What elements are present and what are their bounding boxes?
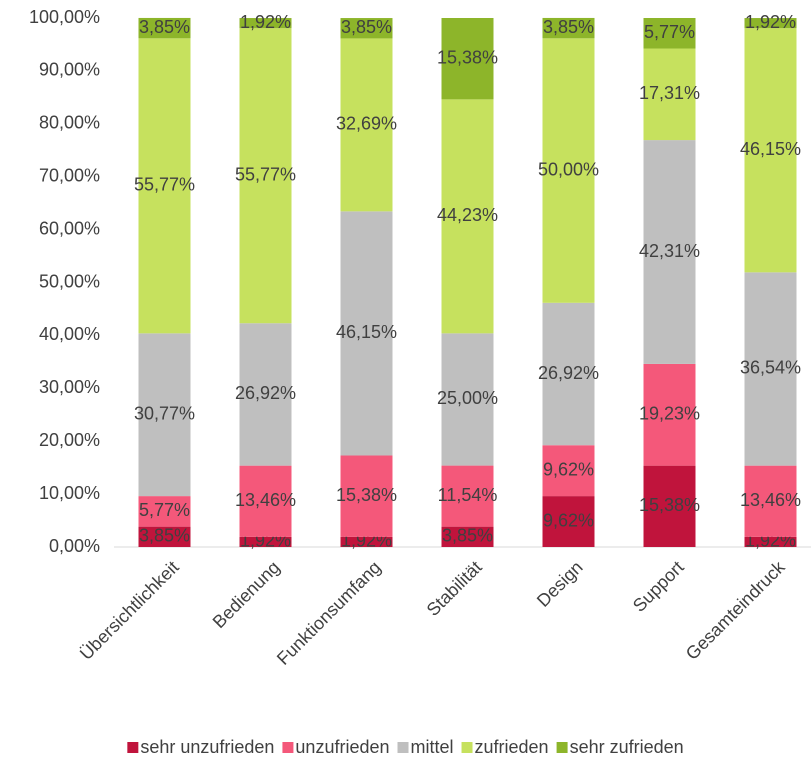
- x-tick-label: Bedienung: [209, 557, 284, 632]
- data-label: 9,62%: [543, 510, 594, 530]
- y-tick-label: 80,00%: [39, 113, 100, 133]
- y-tick-label: 100,00%: [29, 7, 100, 27]
- data-label: 15,38%: [639, 495, 700, 515]
- x-tick-label: Support: [629, 557, 688, 616]
- data-label: 15,38%: [437, 47, 498, 67]
- bar-segment: [441, 465, 494, 527]
- data-label: 25,00%: [437, 388, 498, 408]
- data-label: 46,15%: [740, 139, 801, 159]
- y-tick-label: 90,00%: [39, 60, 100, 80]
- data-label: 15,38%: [336, 485, 397, 505]
- data-label: 26,92%: [235, 383, 296, 403]
- data-label: 26,92%: [538, 363, 599, 383]
- bar-segment: [542, 496, 595, 547]
- x-tick-label: Design: [533, 557, 587, 611]
- bar-segment: [239, 28, 292, 324]
- bar-segment: [542, 17, 595, 39]
- data-label: 13,46%: [740, 490, 801, 510]
- bar-segment: [441, 18, 494, 100]
- bar-segment: [744, 18, 797, 29]
- bar-segment: [744, 465, 797, 537]
- bar-segment: [643, 465, 696, 547]
- data-label: 13,46%: [235, 490, 296, 510]
- data-label: 3,85%: [139, 17, 190, 37]
- data-label: 55,77%: [134, 175, 195, 195]
- legend-swatch: [461, 742, 473, 753]
- data-label: 44,23%: [437, 205, 498, 225]
- y-tick-label: 40,00%: [39, 324, 100, 344]
- legend-swatch: [127, 742, 139, 753]
- legend-label: sehr zufrieden: [570, 737, 684, 757]
- legend-swatch: [282, 742, 294, 753]
- data-label: 19,23%: [639, 404, 700, 424]
- legend-swatch: [556, 742, 568, 753]
- x-tick-label: Gesamteindruck: [682, 556, 790, 664]
- data-label: 11,54%: [438, 485, 498, 505]
- bar-segment: [138, 17, 191, 39]
- legend-label: zufrieden: [475, 737, 549, 757]
- bar-segment: [340, 455, 393, 537]
- data-label: 50,00%: [538, 159, 599, 179]
- bar-segment: [441, 99, 494, 334]
- y-tick-label: 20,00%: [39, 430, 100, 450]
- data-label: 5,77%: [644, 22, 695, 42]
- bar-segment: [542, 302, 595, 446]
- legend-label: mittel: [411, 737, 454, 757]
- x-tick-label: Stabilität: [423, 557, 486, 620]
- data-label: 5,77%: [139, 500, 190, 520]
- bar-segment: [340, 18, 393, 39]
- bar-segment: [138, 526, 191, 547]
- data-label: 3,85%: [442, 526, 493, 546]
- y-tick-label: 10,00%: [39, 483, 100, 503]
- bar-segment: [138, 333, 191, 497]
- bar-segment: [138, 496, 191, 527]
- x-tick-label: Funktionsumfang: [273, 557, 385, 669]
- bar-segment: [643, 48, 696, 141]
- bar-segment: [239, 18, 292, 29]
- data-label: 30,77%: [134, 403, 195, 423]
- bar-segment: [441, 333, 494, 466]
- legend-swatch: [397, 742, 409, 753]
- y-tick-label: 30,00%: [39, 377, 100, 397]
- legend-label: sehr unzufrieden: [140, 737, 274, 757]
- data-label: 3,85%: [139, 526, 190, 546]
- bar-segment: [744, 28, 797, 273]
- data-label: 1,92%: [745, 12, 796, 32]
- bar-segment: [643, 18, 696, 49]
- data-label: 3,85%: [341, 17, 392, 37]
- bar-segment: [138, 38, 191, 334]
- bar-segment: [542, 38, 595, 303]
- bar-segment: [239, 465, 292, 537]
- bar-segment: [542, 445, 595, 497]
- data-label: 46,15%: [336, 322, 397, 342]
- bar-segment: [239, 323, 292, 466]
- data-label: 55,77%: [235, 164, 296, 184]
- data-label: 36,54%: [740, 358, 801, 378]
- y-tick-label: 50,00%: [39, 271, 100, 291]
- y-tick-label: 70,00%: [39, 165, 100, 185]
- bar-segment: [340, 38, 393, 212]
- data-label: 1,92%: [240, 12, 291, 32]
- y-tick-label: 60,00%: [39, 218, 100, 238]
- bar-segment: [744, 272, 797, 466]
- bar-segment: [441, 526, 494, 547]
- y-tick-label: 0,00%: [49, 536, 100, 556]
- bar-segment: [340, 536, 393, 547]
- bar-segment: [340, 211, 393, 456]
- bar-segment: [744, 536, 797, 547]
- data-label: 17,31%: [639, 83, 700, 103]
- bar-segment: [643, 140, 696, 364]
- x-tick-label: Übersichtlichkeit: [76, 557, 183, 664]
- legend-label: unzufrieden: [295, 737, 389, 757]
- bar-segment: [643, 363, 696, 466]
- bar-segment: [239, 536, 292, 547]
- data-label: 32,69%: [336, 114, 397, 134]
- data-label: 3,85%: [543, 17, 594, 37]
- data-label: 9,62%: [543, 459, 594, 479]
- data-label: 42,31%: [639, 241, 700, 261]
